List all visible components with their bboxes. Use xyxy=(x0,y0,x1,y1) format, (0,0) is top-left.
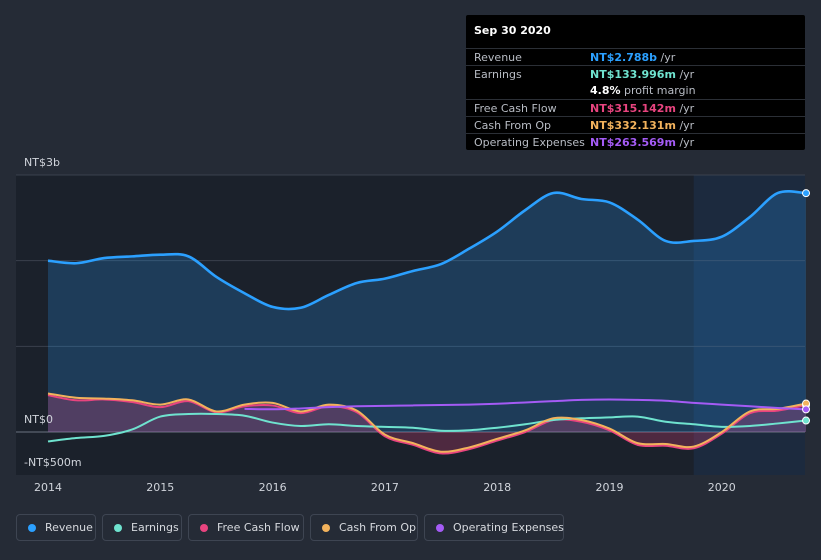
legend-dot-icon xyxy=(200,524,208,532)
legend-item-cash-from-op[interactable]: Cash From Op xyxy=(310,514,418,541)
series-end-markers xyxy=(802,189,811,425)
earnings-end-point xyxy=(802,416,811,425)
revenue-area xyxy=(48,191,807,432)
gridlines xyxy=(16,174,805,433)
x-tick-label: 2017 xyxy=(371,481,399,494)
free-cash-flow-line xyxy=(47,394,807,455)
legend-dot-icon xyxy=(322,524,330,532)
tooltip-value-number: NT$315.142m xyxy=(590,102,676,115)
legend-item-free-cash-flow[interactable]: Free Cash Flow xyxy=(188,514,304,541)
x-tick-label: 2014 xyxy=(34,481,62,494)
operating-expenses-end-point xyxy=(802,405,811,414)
tooltip-row-label: Revenue xyxy=(474,51,522,64)
x-tick-label: 2018 xyxy=(483,481,511,494)
tooltip-value-number: 4.8% xyxy=(590,84,621,97)
x-tick-label: 2020 xyxy=(708,481,736,494)
tooltip-panel: Sep 30 2020 Revenue NT$2.788b /yr Earnings… xyxy=(466,15,805,150)
legend-dot-icon xyxy=(114,524,122,532)
tooltip-row-value: NT$2.788b /yr xyxy=(590,51,675,64)
tooltip-row-label: Free Cash Flow xyxy=(474,102,557,115)
tooltip-value-unit: /yr xyxy=(679,136,695,149)
tooltip-row: Free Cash Flow NT$315.142m /yr xyxy=(466,99,805,117)
revenue-line xyxy=(47,189,807,311)
series-lines xyxy=(47,189,807,455)
tooltip-row-value: NT$263.569m /yr xyxy=(590,136,694,149)
legend-label: Revenue xyxy=(45,521,93,534)
tooltip-value-number: NT$263.569m xyxy=(590,136,676,149)
forecast-band xyxy=(693,175,805,475)
x-tick-label: 2016 xyxy=(259,481,287,494)
tooltip-row: Cash From Op NT$332.131m /yr xyxy=(466,116,805,134)
tooltip-row-value: NT$332.131m /yr xyxy=(590,119,694,132)
plot-background xyxy=(16,175,805,475)
tooltip-date: Sep 30 2020 xyxy=(474,24,551,37)
y-axis-labels: NT$3b NT$0 -NT$500m xyxy=(24,156,82,469)
earnings-line xyxy=(47,412,807,443)
tooltip-value-unit: /yr xyxy=(679,68,695,81)
legend-dot-icon xyxy=(436,524,444,532)
tooltip-value-number: NT$2.788b xyxy=(590,51,658,64)
tooltip-row-value: NT$133.996m /yr xyxy=(590,68,694,81)
y-tick-label: -NT$500m xyxy=(24,456,82,469)
tooltip-row-value: NT$315.142m /yr xyxy=(590,102,694,115)
series-areas xyxy=(48,191,807,454)
tooltip-row-label: Earnings xyxy=(474,68,522,81)
legend-item-earnings[interactable]: Earnings xyxy=(102,514,182,541)
free-cash-flow-area xyxy=(48,395,807,454)
y-tick-label: NT$3b xyxy=(24,156,60,169)
cash-from-op-line xyxy=(47,392,807,453)
tooltip-row: 4.8% profit margin xyxy=(466,82,805,99)
tooltip-value-number: NT$332.131m xyxy=(590,119,676,132)
x-tick-label: 2019 xyxy=(596,481,624,494)
legend-item-revenue[interactable]: Revenue xyxy=(16,514,96,541)
tooltip-row: Operating Expenses NT$263.569m /yr xyxy=(466,133,805,151)
legend-label: Earnings xyxy=(131,521,179,534)
tooltip-value-unit: /yr xyxy=(660,51,676,64)
tooltip-row-label: Operating Expenses xyxy=(474,136,585,149)
legend-label: Free Cash Flow xyxy=(217,521,300,534)
legend-label: Cash From Op xyxy=(339,521,417,534)
tooltip-value-unit: /yr xyxy=(679,102,695,115)
x-tick-label: 2015 xyxy=(146,481,174,494)
y-tick-label: NT$0 xyxy=(24,413,53,426)
tooltip-row: Revenue NT$2.788b /yr xyxy=(466,48,805,66)
tooltip-value-number: NT$133.996m xyxy=(590,68,676,81)
revenue-end-point xyxy=(802,189,811,198)
tooltip-value-unit: /yr xyxy=(679,119,695,132)
x-axis-labels: 2014 2015 2016 2017 2018 2019 2020 xyxy=(34,481,736,494)
legend-label: Operating Expenses xyxy=(453,521,564,534)
tooltip-row-label: Cash From Op xyxy=(474,119,552,132)
tooltip-row: Earnings NT$133.996m /yr xyxy=(466,65,805,83)
tooltip-value-unit: profit margin xyxy=(624,84,696,97)
tooltip-row-value: 4.8% profit margin xyxy=(590,84,696,97)
legend-dot-icon xyxy=(28,524,36,532)
legend-item-operating-expenses[interactable]: Operating Expenses xyxy=(424,514,564,541)
operating-expenses-line xyxy=(244,398,807,411)
